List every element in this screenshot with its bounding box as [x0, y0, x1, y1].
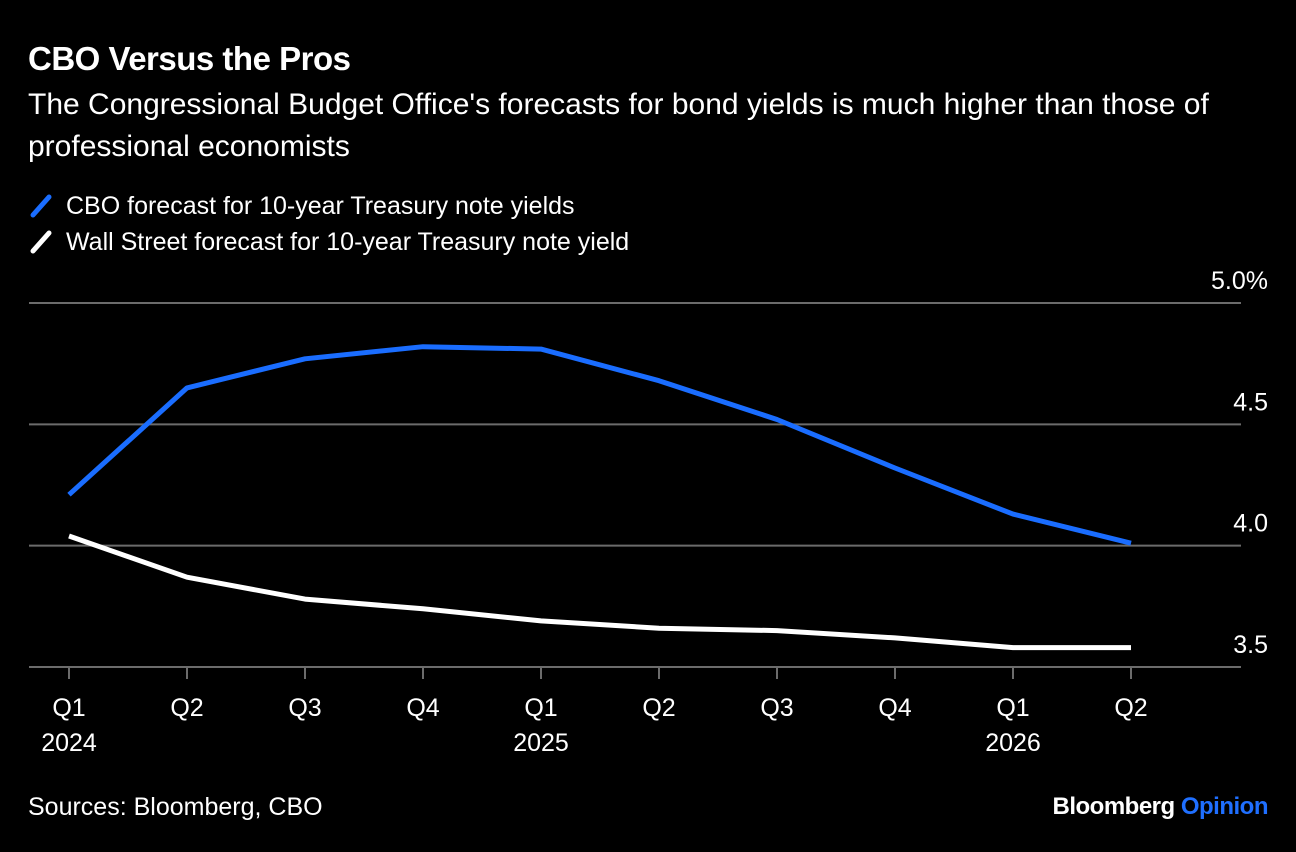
x-tick-label: Q2 [642, 694, 675, 722]
brand-accent: Opinion [1180, 793, 1269, 820]
x-tick-year-label: 2024 [41, 729, 97, 757]
x-tick-year-label: 2026 [985, 729, 1041, 757]
x-tick-label: Q4 [406, 694, 439, 722]
x-tick-label: Q1 [996, 694, 1029, 722]
brand-main: Bloomberg [1052, 793, 1176, 820]
x-tick-year-label: 2025 [513, 729, 569, 757]
brand-logo: Bloomberg Opinion [1053, 793, 1269, 821]
x-tick-label: Q2 [170, 694, 203, 722]
legend-item-wallstreet: Wall Street forecast for 10-year Treasur… [28, 224, 629, 260]
legend-item-cbo: CBO forecast for 10-year Treasury note y… [28, 188, 629, 224]
series-line-wallstreet [68, 533, 1131, 651]
x-tick-label: Q1 [52, 694, 85, 722]
legend-swatch-cbo-icon [30, 194, 52, 218]
x-tick-label: Q1 [524, 694, 557, 722]
y-tick-label: 3.5 [1233, 631, 1268, 659]
x-tick-label: Q3 [760, 694, 793, 722]
legend-label-wallstreet: Wall Street forecast for 10-year Treasur… [66, 227, 630, 256]
x-tick-label: Q3 [288, 694, 321, 722]
legend-label-cbo: CBO forecast for 10-year Treasury note y… [66, 191, 575, 220]
chart-title: CBO Versus the Pros [28, 40, 351, 77]
series-line-cbo [67, 344, 1132, 546]
legend-swatch-wallstreet-icon [30, 230, 52, 254]
y-tick-label: 4.0 [1233, 510, 1268, 538]
y-tick-label: 5.0% [1211, 267, 1268, 295]
x-tick-label: Q4 [878, 694, 911, 722]
y-tick-label: 4.5 [1233, 388, 1268, 416]
legend: CBO forecast for 10-year Treasury note y… [28, 188, 629, 260]
chart-subtitle: The Congressional Budget Office's foreca… [28, 88, 1209, 163]
source-note: Sources: Bloomberg, CBO [28, 793, 323, 821]
x-tick-label: Q2 [1114, 694, 1147, 722]
